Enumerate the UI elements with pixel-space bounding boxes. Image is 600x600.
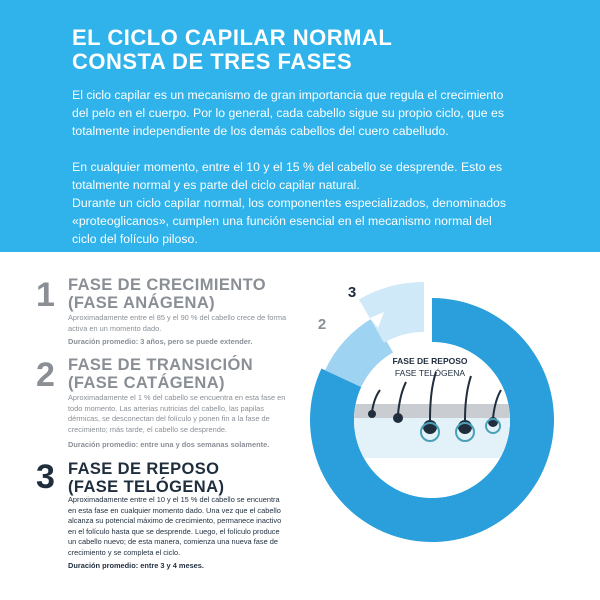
title-line: EL CICLO CAPILAR NORMAL [72,25,393,50]
phase-title-line: (FASE TELÓGENA) [68,478,225,496]
segment-label: 2 [318,316,326,333]
phase-title-line: FASE DE CRECIMIENTO [68,276,266,294]
phase-title: FASE DE TRANSICIÓN (FASE CATÁGENA) [68,356,253,392]
phase-duration: Duración promedio: 3 años, pero se puede… [68,337,253,346]
phase-title-line: (FASE CATÁGENA) [68,374,225,392]
center-label: FASE DE REPOSO [392,356,467,366]
donut-segment [310,298,554,542]
phase-title-line: FASE DE TRANSICIÓN [68,356,254,374]
paragraph: Durante un ciclo capilar normal, los com… [72,196,507,246]
phase-description: Aproximadamente entre el 85 y el 90 % de… [68,313,287,333]
header: EL CICLO CAPILAR NORMAL CONSTA DE TRES FA… [0,0,600,252]
donut-segment [325,317,393,388]
title: EL CICLO CAPILAR NORMAL CONSTA DE TRES FA… [72,26,392,74]
phase-duration: Duración promedio: entre 3 y 4 meses. [68,561,204,570]
segment-label: 3 [348,284,356,301]
paragraph: El ciclo capilar es un mecanismo de gran… [72,88,505,138]
phase-number: 2 [36,356,55,394]
phase-description: Aproximadamente entre el 10 y el 15 % de… [68,495,282,557]
paragraph: En cualquier momento, entre el 10 y el 1… [72,160,502,192]
phase-description: Aproximadamente el 1 % del cabello se en… [68,393,286,434]
phase-duration: Duración promedio: entre una y dos seman… [68,440,270,449]
phase-title-line: (FASE ANÁGENA) [68,294,216,312]
phase-number: 3 [36,458,55,496]
marker [370,312,384,328]
diagram: FASE DE REPOSO FASE TELÓGENA 1 2 3 [310,282,554,542]
title-line: CONSTA DE TRES FASES [72,49,353,74]
phase-title: FASE DE REPOSO (FASE TELÓGENA) [68,460,224,496]
donut-segment [359,282,424,343]
segment-label: 1 [536,433,544,450]
phase-title-line: FASE DE REPOSO [68,460,220,478]
center-label: FASE TELÓGENA [395,368,466,378]
phase-number: 1 [36,276,55,314]
phase-title: FASE DE CRECIMIENTO (FASE ANÁGENA) [68,276,266,312]
